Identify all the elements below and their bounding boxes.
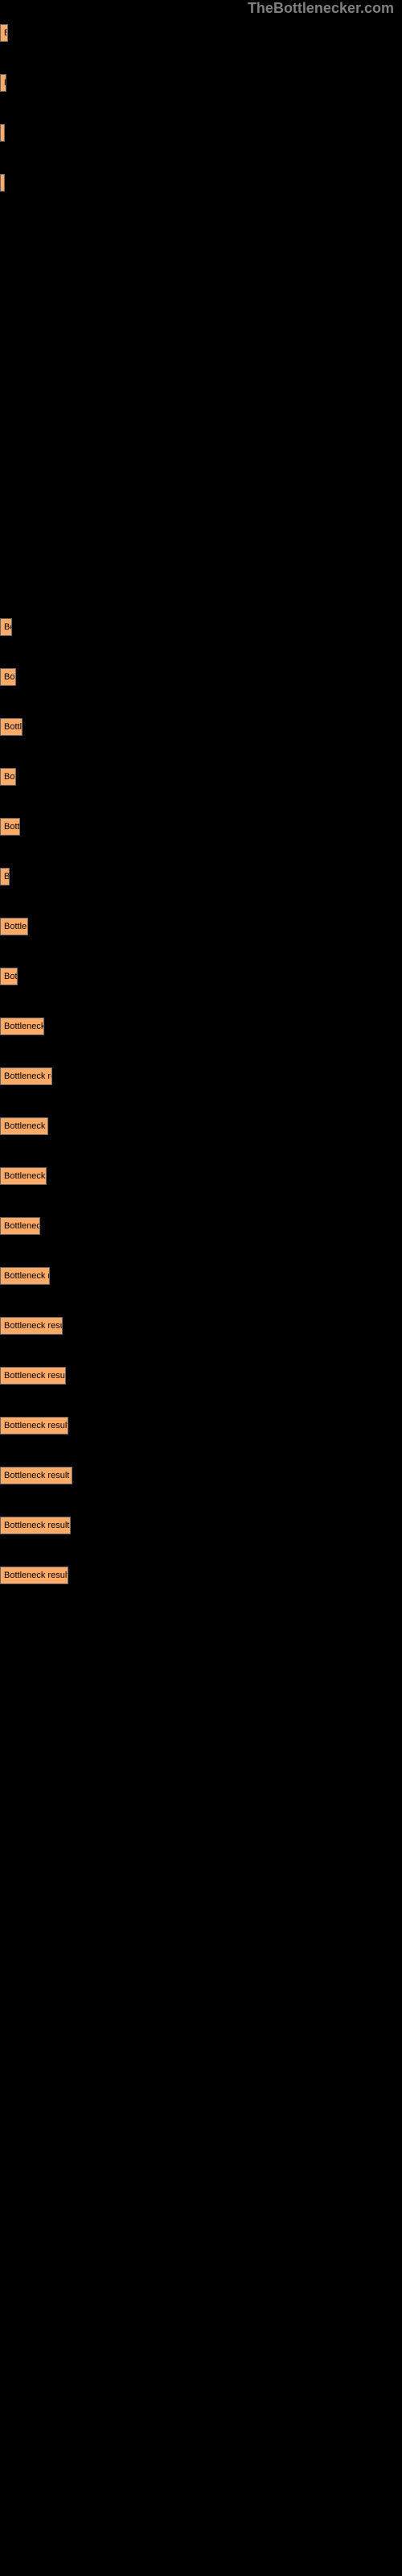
bar-wrapper: Bottleneck result — [0, 818, 402, 836]
result-bar: Bottleneck result — [0, 1517, 71, 1534]
bar-wrapper: Bottleneck result — [0, 668, 402, 686]
result-bar: Bottleneck result — [0, 1267, 50, 1285]
bar-wrapper: Bottleneck result — [0, 1417, 402, 1435]
result-bar: Bottleneck result — [0, 1217, 40, 1235]
bar-wrapper: Bottleneck result — [0, 124, 402, 142]
result-bar: Bottleneck result — [0, 174, 5, 192]
result-bar: Bottleneck result — [0, 1117, 48, 1135]
bar-wrapper: Bottleneck result — [0, 868, 402, 886]
result-bar: Bottleneck result — [0, 124, 5, 142]
bar-wrapper: Bottleneck result — [0, 1067, 402, 1085]
bar-wrapper: Bottleneck result — [0, 1567, 402, 1584]
result-bar: Bottleneck result — [0, 618, 12, 636]
bottom-bars-section: Bottleneck result Bottleneck result Bottle… — [0, 618, 402, 1584]
bar-wrapper: Bottleneck result — [0, 74, 402, 92]
result-bar: Bottleneck result — [0, 1167, 47, 1185]
bar-wrapper: Bottleneck result — [0, 968, 402, 985]
result-bar: Bottleneck result — [0, 868, 10, 886]
bar-wrapper: Bottleneck result — [0, 1467, 402, 1484]
bar-wrapper: Bottleneck result — [0, 1117, 402, 1135]
bar-wrapper: Bottleneck result — [0, 1517, 402, 1534]
result-bar: Bottleneck result — [0, 1317, 63, 1335]
result-bar: Bottleneck result — [0, 1467, 72, 1484]
section-spacer — [0, 224, 402, 618]
bar-wrapper: Bottleneck result — [0, 768, 402, 786]
result-bar: Bottleneck result — [0, 1018, 44, 1035]
bar-wrapper: Bottleneck result — [0, 718, 402, 736]
result-bar: Bottleneck result — [0, 24, 8, 42]
result-bar: Bottleneck result — [0, 968, 18, 985]
result-bar: Bottleneck result — [0, 668, 16, 686]
bar-wrapper: Bottleneck result — [0, 174, 402, 192]
bar-wrapper: Bottleneck result — [0, 1367, 402, 1385]
result-bar: Bottleneck result — [0, 918, 28, 935]
result-bar: Bottleneck result — [0, 1067, 52, 1085]
bar-wrapper: Bottleneck result — [0, 1018, 402, 1035]
top-bars-section: Bottleneck result Bottleneck result Bottle… — [0, 24, 402, 618]
result-bar: Bottleneck result — [0, 818, 20, 836]
bar-wrapper: Bottleneck result — [0, 1167, 402, 1185]
result-bar: Bottleneck result — [0, 1567, 68, 1584]
result-bar: Bottleneck result — [0, 1367, 66, 1385]
bar-wrapper: Bottleneck result — [0, 24, 402, 42]
result-bar: Bottleneck result — [0, 74, 6, 92]
bar-wrapper: Bottleneck result — [0, 1317, 402, 1335]
bar-wrapper: Bottleneck result — [0, 918, 402, 935]
result-bar: Bottleneck result — [0, 718, 23, 736]
bar-wrapper: Bottleneck result — [0, 1267, 402, 1285]
result-bar: Bottleneck result — [0, 768, 16, 786]
bar-wrapper: Bottleneck result — [0, 1217, 402, 1235]
chart-container: Bottleneck result Bottleneck result Bottle… — [0, 0, 402, 1584]
watermark-text: TheBottlenecker.com — [248, 0, 394, 17]
bar-wrapper: Bottleneck result — [0, 618, 402, 636]
result-bar: Bottleneck result — [0, 1417, 68, 1435]
